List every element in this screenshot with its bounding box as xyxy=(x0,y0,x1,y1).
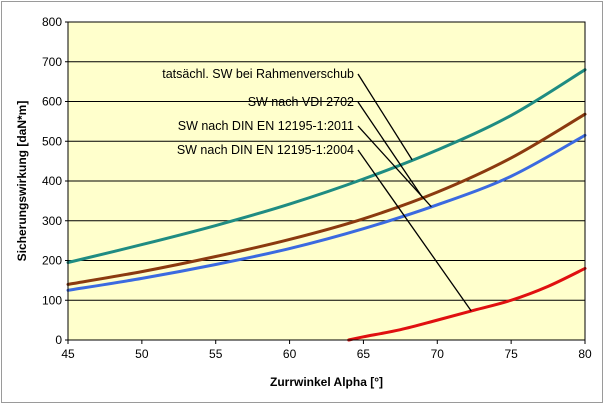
x-tick-label: 60 xyxy=(283,347,297,361)
y-axis-title: Sicherungswirkung [daN*m] xyxy=(15,101,29,262)
x-tick-label: 50 xyxy=(135,347,149,361)
leader-line-2 xyxy=(357,125,432,208)
series-line-3 xyxy=(347,266,587,342)
legend-label-3: SW nach DIN EN 12195-1:2004 xyxy=(177,143,354,157)
y-tick-label: 500 xyxy=(42,134,62,148)
leader-lines xyxy=(357,73,472,312)
series-line-0 xyxy=(66,68,587,264)
leader-line-1 xyxy=(357,101,424,198)
x-tick-label: 75 xyxy=(504,347,518,361)
series-group xyxy=(66,68,587,342)
series-line-1 xyxy=(66,112,587,286)
x-tick-label: 65 xyxy=(357,347,371,361)
y-tick-label: 700 xyxy=(42,55,62,69)
inline-legend: tatsächl. SW bei Rahmenverschub SW nach V… xyxy=(162,67,354,157)
grid xyxy=(68,61,585,301)
y-tick-label: 300 xyxy=(42,214,62,228)
x-tick-label: 70 xyxy=(431,347,445,361)
series-line-2 xyxy=(66,133,587,292)
x-tick-label: 55 xyxy=(209,347,223,361)
y-tick-labels: 0 100 200 300 400 500 600 700 800 xyxy=(42,15,68,347)
legend-label-0: tatsächl. SW bei Rahmenverschub xyxy=(162,67,354,81)
leader-line-0 xyxy=(357,73,413,161)
y-tick-label: 100 xyxy=(42,293,62,307)
x-tick-label: 80 xyxy=(578,347,592,361)
leader-line-3 xyxy=(357,149,472,312)
y-tick-label: 600 xyxy=(42,95,62,109)
x-axis-title: Zurrwinkel Alpha [°] xyxy=(270,375,383,389)
y-tick-label: 800 xyxy=(42,15,62,29)
y-tick-label: 200 xyxy=(42,254,62,268)
x-tick-label: 45 xyxy=(61,347,75,361)
legend-label-2: SW nach DIN EN 12195-1:2011 xyxy=(178,119,354,133)
x-tick-labels: 45 50 55 60 65 70 75 80 xyxy=(61,340,592,361)
y-tick-label: 400 xyxy=(42,174,62,188)
y-tick-label: 0 xyxy=(55,333,62,347)
legend-label-1: SW nach VDI 2702 xyxy=(248,95,354,109)
